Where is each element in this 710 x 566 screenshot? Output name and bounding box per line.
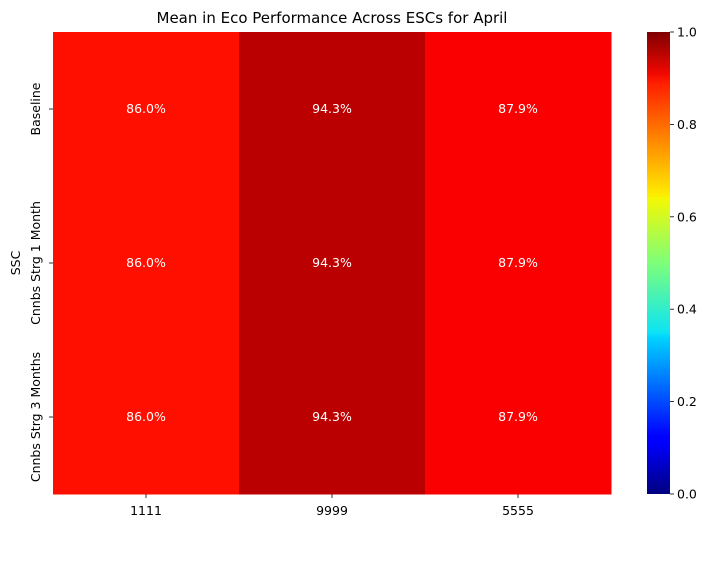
heatmap-cell [53, 340, 240, 495]
x-tick-label: 1111 [130, 503, 162, 518]
x-tick-label: 9999 [316, 503, 348, 518]
heatmap-cell [425, 340, 612, 495]
heatmap-cell [53, 32, 240, 187]
cell-value-label: 94.3% [312, 255, 352, 270]
heatmap-cells [53, 32, 612, 495]
heatmap-cell [53, 186, 240, 341]
heatmap-cell [239, 32, 426, 187]
heatmap-cell [425, 32, 612, 187]
cell-value-label: 87.9% [498, 409, 538, 424]
colorbar-tick-label: 0.6 [677, 209, 697, 224]
colorbar-gradient [647, 32, 670, 494]
cell-value-label: 94.3% [312, 409, 352, 424]
y-axis-label: SSC [8, 250, 23, 275]
cell-value-label: 87.9% [498, 101, 538, 116]
cell-value-label: 86.0% [126, 255, 166, 270]
heatmap-cell [425, 186, 612, 341]
x-tick-label: 5555 [502, 503, 534, 518]
colorbar-tick-label: 0.2 [677, 394, 697, 409]
colorbar-tick-label: 0.0 [677, 487, 697, 502]
x-axis: 1111 9999 5555 [130, 494, 534, 518]
colorbar-tick-label: 0.8 [677, 117, 697, 132]
heatmap-cell [239, 186, 426, 341]
y-tick-label: Baseline [28, 82, 43, 135]
colorbar-tick-label: 0.4 [677, 302, 697, 317]
y-tick-label: Cnnbs Strg 1 Month [28, 201, 43, 325]
colorbar-tick-label: 1.0 [677, 25, 697, 40]
cell-value-label: 94.3% [312, 101, 352, 116]
cell-value-label: 87.9% [498, 255, 538, 270]
cell-value-label: 86.0% [126, 101, 166, 116]
colorbar: 0.0 0.2 0.4 0.6 0.8 1.0 [647, 25, 697, 502]
chart-title: Mean in Eco Performance Across ESCs for … [157, 9, 508, 27]
heatmap-cell [239, 340, 426, 495]
cell-value-label: 86.0% [126, 409, 166, 424]
y-axis: Baseline Cnnbs Strg 1 Month Cnnbs Strg 3 M… [28, 82, 53, 482]
y-tick-label: Cnnbs Strg 3 Months [28, 352, 43, 482]
heatmap-cell-labels: 86.0% 94.3% 87.9% 86.0% 94.3% 87.9% 86.0% 94.3%… [126, 101, 538, 424]
